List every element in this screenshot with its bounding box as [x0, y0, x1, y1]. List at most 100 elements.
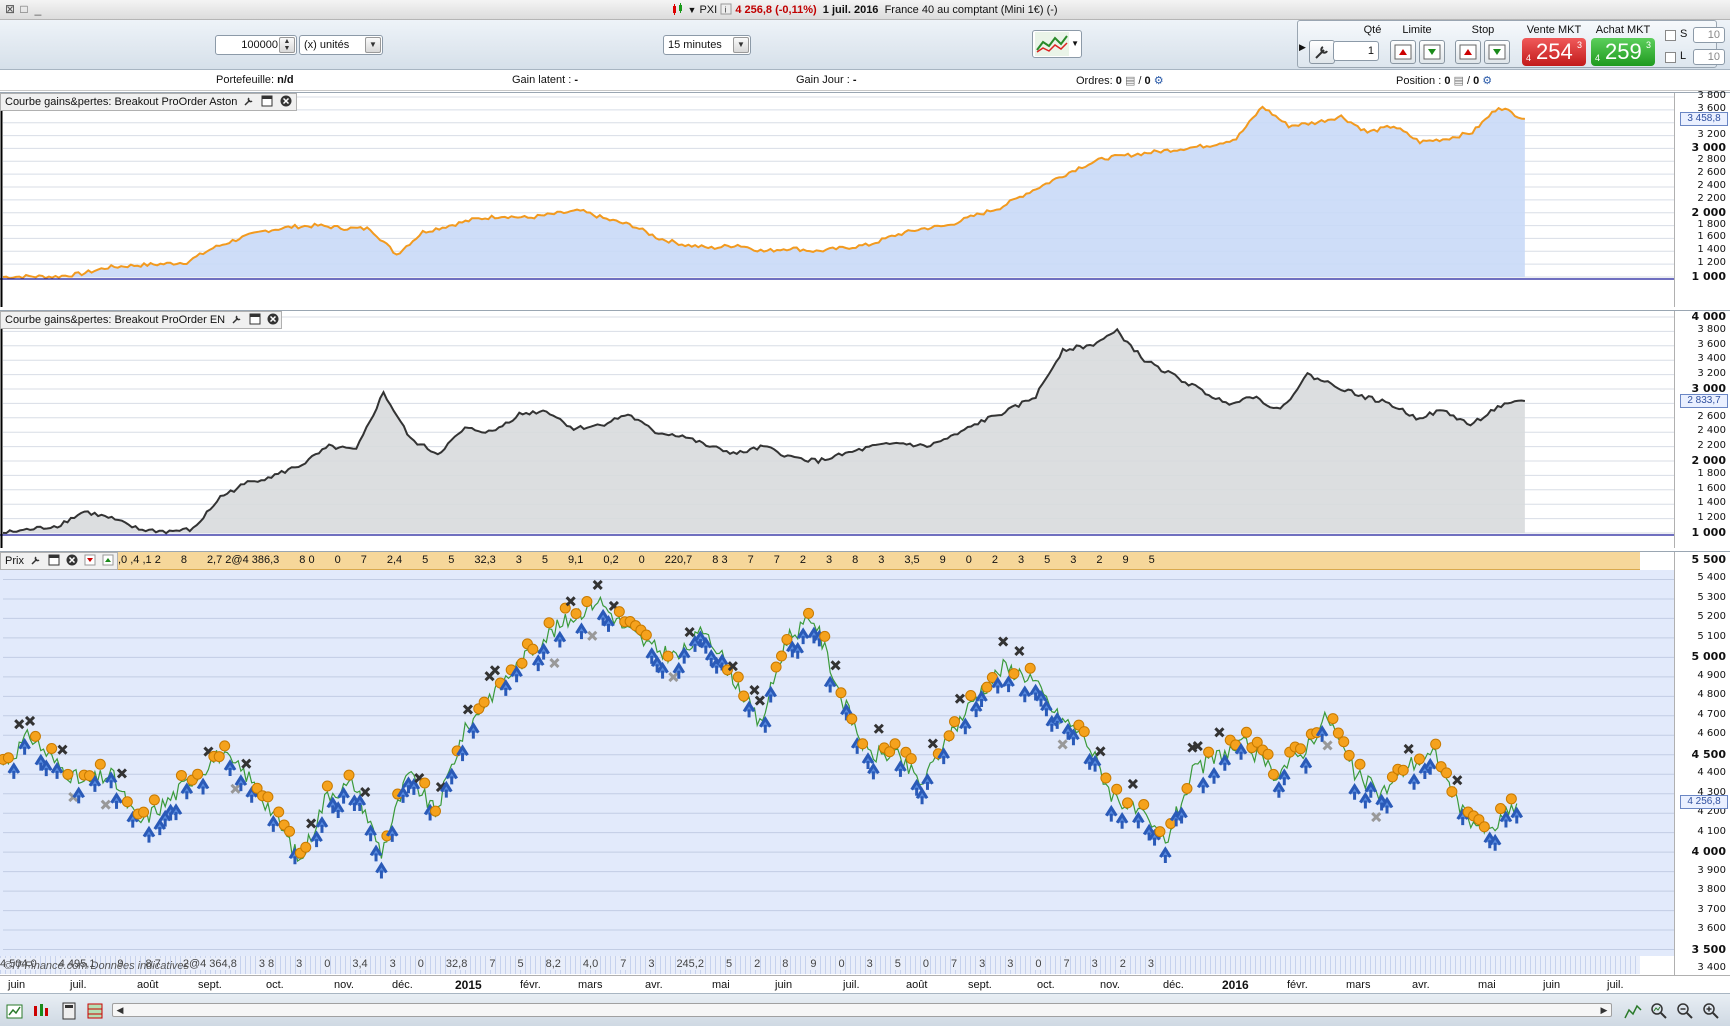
order-tag[interactable]: 9: [1122, 554, 1129, 566]
wrench-icon[interactable]: [231, 313, 243, 325]
order-tag[interactable]: 7: [747, 554, 754, 566]
order-tag[interactable]: 3: [878, 554, 885, 566]
buy-order-icon[interactable]: [102, 554, 114, 566]
order-tag[interactable]: 3,5: [904, 554, 920, 566]
wrench-button[interactable]: [1309, 40, 1335, 64]
zoom-area-icon[interactable]: [1650, 1002, 1668, 1020]
wrench-icon[interactable]: [30, 554, 42, 566]
order-tag[interactable]: 3: [979, 958, 986, 970]
zoom-fit-icon[interactable]: [1624, 1002, 1642, 1020]
scroll-right-icon[interactable]: ▶: [1600, 1005, 1608, 1015]
indicator-icon[interactable]: [32, 1002, 50, 1020]
order-tag[interactable]: 4 504,0: [0, 958, 37, 970]
order-tag[interactable]: 0: [324, 958, 331, 970]
order-tag[interactable]: 2: [754, 958, 761, 970]
buy-market-button[interactable]: 4 259 3: [1591, 38, 1655, 66]
order-tag[interactable]: 3 8: [258, 958, 275, 970]
calc-icon[interactable]: ▤: [1124, 75, 1136, 87]
limit-buy-button[interactable]: [1390, 40, 1416, 64]
order-tag[interactable]: 9,1: [568, 554, 584, 566]
order-tag[interactable]: 0: [1035, 958, 1042, 970]
order-tag[interactable]: 8,7: [145, 958, 161, 970]
gears-icon[interactable]: ⚙: [1153, 75, 1164, 87]
chart-style-button[interactable]: ▼: [1032, 30, 1082, 58]
l-checkbox[interactable]: [1665, 52, 1676, 63]
unit-select[interactable]: (x) unités ▼: [299, 35, 383, 55]
order-tag[interactable]: 32,3: [474, 554, 496, 566]
order-tag[interactable]: 7: [950, 958, 958, 970]
wrench-icon[interactable]: [243, 95, 255, 107]
maximize-icon[interactable]: □: [20, 2, 28, 16]
order-tag[interactable]: 9: [117, 958, 124, 970]
qty-input[interactable]: 1: [1333, 41, 1379, 61]
sell-order-icon[interactable]: [84, 554, 96, 566]
order-tag[interactable]: 5: [517, 958, 524, 970]
order-tag[interactable]: 9: [810, 958, 817, 970]
order-tag[interactable]: 2: [1096, 554, 1103, 566]
order-tag[interactable]: 2: [799, 554, 806, 566]
calc-icon[interactable]: ▤: [1453, 75, 1464, 87]
order-tag[interactable]: 0: [922, 958, 929, 970]
quantity-spinner[interactable]: 100000 ▲ ▼: [215, 35, 297, 55]
s-value[interactable]: 10: [1693, 27, 1725, 43]
order-tag[interactable]: 8,2: [545, 958, 561, 970]
order-tag[interactable]: ,0 ,4 ,1 2: [118, 554, 161, 566]
order-tag[interactable]: 5: [422, 554, 429, 566]
order-tag[interactable]: 8 3: [712, 554, 728, 566]
order-tag[interactable]: 7: [620, 958, 627, 970]
grid-icon[interactable]: [86, 1002, 104, 1020]
order-tag[interactable]: 2: [991, 554, 999, 566]
chart-add-icon[interactable]: [6, 1002, 24, 1020]
order-tag[interactable]: 5: [1148, 554, 1155, 566]
order-tag[interactable]: 3: [648, 958, 655, 970]
order-tag[interactable]: 3: [825, 554, 833, 566]
order-tag[interactable]: 2,4: [386, 554, 403, 566]
info-icon[interactable]: i: [720, 3, 732, 15]
order-tag[interactable]: 32,8: [445, 958, 468, 970]
limit-sell-button[interactable]: [1419, 40, 1445, 64]
l-value[interactable]: 10: [1693, 49, 1725, 65]
zoom-in-icon[interactable]: [1702, 1002, 1720, 1020]
calculator-icon[interactable]: [60, 1002, 78, 1020]
order-tag[interactable]: 4,0: [582, 958, 599, 970]
order-tag[interactable]: 8: [782, 958, 789, 970]
order-tag[interactable]: 3: [1147, 958, 1154, 970]
sell-market-button[interactable]: 4 254 3: [1522, 38, 1586, 66]
spinner-arrows-icon[interactable]: ▲ ▼: [279, 37, 295, 53]
close-icon[interactable]: [280, 95, 292, 107]
order-tag[interactable]: 3,4: [352, 958, 368, 970]
order-tag[interactable]: 220,7: [664, 554, 693, 566]
order-tag[interactable]: 3: [515, 554, 522, 566]
chevron-down-icon[interactable]: ▼: [1071, 39, 1079, 48]
chevron-down-icon[interactable]: ▼: [365, 37, 381, 53]
order-tag[interactable]: 3: [1070, 554, 1077, 566]
order-tag[interactable]: 5: [894, 958, 901, 970]
order-tag[interactable]: 245,2: [676, 958, 704, 970]
order-tag[interactable]: 7: [360, 554, 367, 566]
symbol-dropdown-icon[interactable]: ▼: [687, 5, 697, 15]
order-tag[interactable]: 2: [1119, 958, 1126, 970]
order-tag[interactable]: 3: [1091, 958, 1098, 970]
order-tag[interactable]: 3: [1007, 958, 1014, 970]
order-tag[interactable]: 2,7 2@4 386,3: [206, 554, 280, 566]
order-tag[interactable]: 2@4 364,8: [182, 958, 237, 970]
window-icon[interactable]: [48, 554, 60, 566]
stop-buy-button[interactable]: [1455, 40, 1481, 64]
order-tag[interactable]: 9: [939, 554, 946, 566]
order-tag[interactable]: 7: [489, 958, 496, 970]
order-tag[interactable]: 7: [1063, 958, 1070, 970]
order-tag[interactable]: 0: [965, 554, 972, 566]
order-tag[interactable]: 4 495,1: [58, 958, 96, 970]
window-icon[interactable]: [249, 313, 261, 325]
scroll-left-icon[interactable]: ◀: [116, 1005, 124, 1015]
order-tag[interactable]: 0,2: [603, 554, 619, 566]
s-checkbox[interactable]: [1665, 30, 1676, 41]
order-tag[interactable]: 8 0: [299, 554, 315, 566]
order-tag[interactable]: 8: [180, 554, 187, 566]
order-tag[interactable]: 0: [417, 958, 424, 970]
order-tag[interactable]: 5: [1044, 554, 1051, 566]
order-tag[interactable]: 7: [773, 554, 780, 566]
order-tag[interactable]: 3: [296, 958, 303, 970]
order-tag[interactable]: 5: [448, 554, 455, 566]
timeframe-select[interactable]: 15 minutes ▼: [663, 35, 751, 55]
